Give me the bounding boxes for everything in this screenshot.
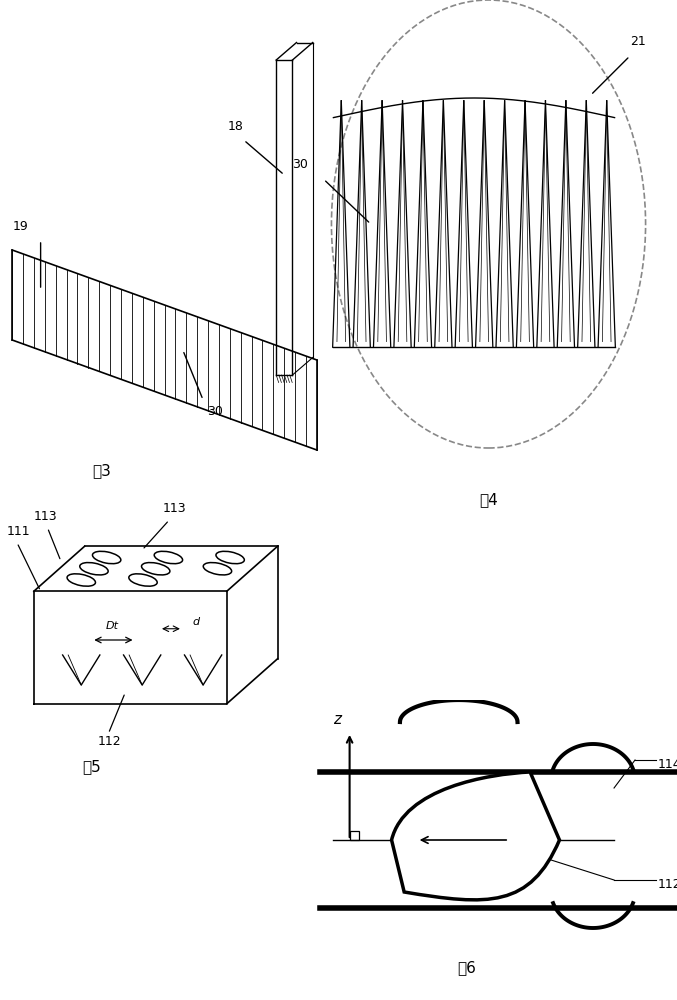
Bar bbox=[349, 831, 359, 840]
PathPatch shape bbox=[391, 772, 559, 900]
Text: 图3: 图3 bbox=[92, 463, 111, 478]
Text: 111: 111 bbox=[7, 525, 30, 538]
Text: 图4: 图4 bbox=[479, 492, 498, 507]
Text: z: z bbox=[333, 712, 341, 727]
Text: 30: 30 bbox=[292, 158, 308, 171]
Text: 114: 114 bbox=[658, 758, 677, 770]
Text: 19: 19 bbox=[12, 220, 28, 233]
Text: 113: 113 bbox=[162, 502, 186, 516]
Text: 112: 112 bbox=[658, 878, 677, 890]
Text: 图6: 图6 bbox=[458, 960, 477, 975]
Text: 30: 30 bbox=[207, 405, 223, 418]
Text: 113: 113 bbox=[34, 510, 58, 523]
Text: Dt: Dt bbox=[105, 621, 118, 631]
Text: 21: 21 bbox=[630, 35, 646, 48]
Text: d: d bbox=[193, 617, 200, 627]
Text: 18: 18 bbox=[227, 120, 244, 133]
Text: 图5: 图5 bbox=[82, 759, 101, 774]
Text: 112: 112 bbox=[98, 735, 122, 748]
